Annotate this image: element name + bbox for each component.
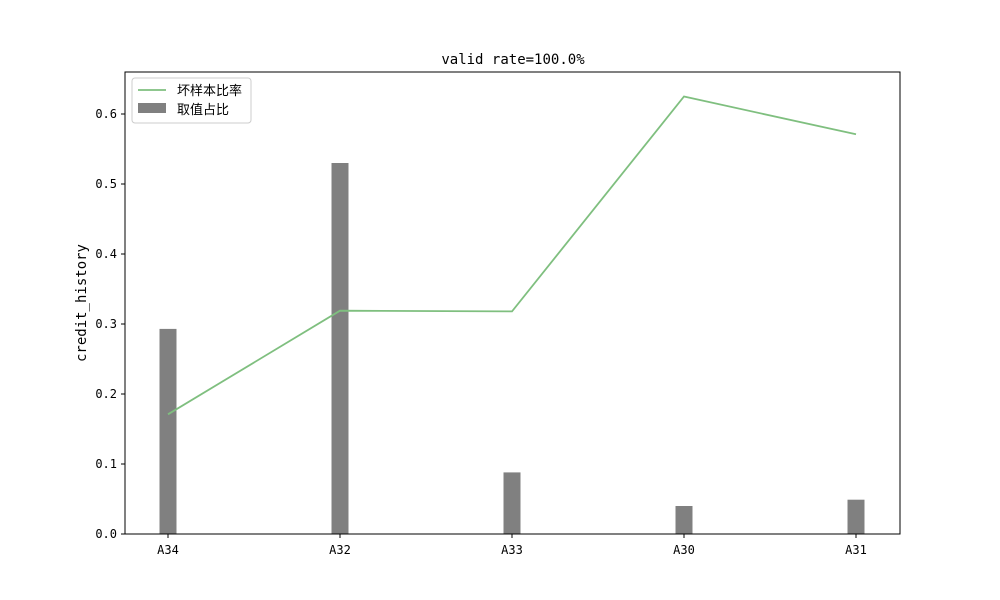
x-tick-label: A33 [501, 543, 523, 557]
x-tick-label: A30 [673, 543, 695, 557]
y-axis-label: credit_history [74, 244, 90, 362]
bar-a30 [675, 506, 693, 534]
legend-label-value-share: 取值占比 [177, 102, 229, 118]
y-tick-label: 0.3 [95, 317, 117, 331]
y-tick-label: 0.6 [95, 107, 117, 121]
plot-frame [124, 71, 901, 535]
legend-bar-swatch [138, 103, 166, 113]
axes-layer: 0.0 0.1 0.2 0.3 0.4 0.5 0.6 A34 A32 A33 A30 A31 [95, 71, 901, 557]
y-tick-label: 0.0 [95, 527, 117, 541]
bar-a32 [331, 163, 349, 534]
bad-rate-line [167, 95, 857, 416]
x-tick-label: A31 [845, 543, 867, 557]
chart-title: valid rate=100.0% [441, 52, 585, 68]
y-tick-label: 0.1 [95, 457, 117, 471]
bar-a34 [159, 328, 177, 534]
legend-label-bad-rate: 坏样本比率 [177, 83, 242, 99]
y-tick-label: 0.2 [95, 387, 117, 401]
bar-a33 [503, 472, 521, 534]
x-tick-label: A34 [157, 543, 179, 557]
line-layer [167, 95, 857, 416]
bars-layer [159, 163, 865, 534]
x-tick-label: A32 [329, 543, 351, 557]
y-tick-label: 0.5 [95, 177, 117, 191]
bar-a31 [847, 499, 865, 534]
y-tick-label: 0.4 [95, 247, 117, 261]
